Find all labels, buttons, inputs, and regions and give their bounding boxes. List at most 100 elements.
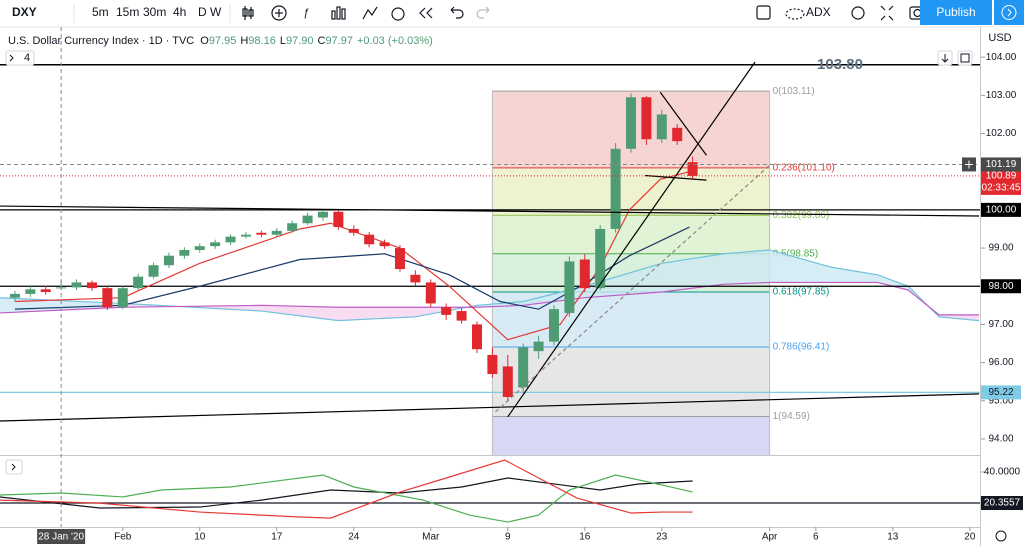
candle-body	[348, 228, 359, 233]
crosshair-label: 101.19	[986, 159, 1017, 170]
crosshair-time-marker	[37, 529, 86, 544]
legend-key: O	[200, 35, 209, 47]
candle-body	[148, 265, 159, 277]
candle-body	[610, 148, 621, 229]
candle-body	[656, 114, 667, 140]
candle-body	[687, 162, 698, 176]
legend-value: 97.95	[209, 35, 237, 47]
indicator-label[interactable]: ADX	[806, 5, 831, 19]
y-tick-label: 96.00	[988, 357, 1013, 368]
adx-pane	[0, 459, 980, 523]
interval[interactable]: D	[198, 5, 207, 19]
cloud-fill	[261, 305, 339, 321]
alert-icon[interactable]	[391, 7, 405, 21]
candle-body	[9, 293, 20, 298]
candle-body	[86, 282, 97, 289]
fib-label: 0(103.11)	[773, 86, 815, 97]
symbol[interactable]: DXY	[12, 5, 37, 19]
moving-average	[14, 171, 690, 341]
candle-body	[302, 215, 313, 224]
x-tick-label: 24	[348, 532, 360, 543]
expand-icon[interactable]	[880, 5, 894, 21]
publish-button[interactable]	[920, 0, 992, 25]
candle-body	[533, 341, 544, 352]
interval[interactable]: 30m	[143, 5, 166, 19]
y-tick-label: 104.00	[986, 52, 1017, 63]
cloud-fill	[661, 253, 724, 292]
undo-icon[interactable]	[450, 6, 464, 19]
axis-marker	[981, 385, 1021, 400]
collapsed-count[interactable]: 4	[24, 52, 30, 64]
settings-icon[interactable]	[851, 6, 865, 20]
currency: USD	[988, 32, 1011, 44]
add-indicator-icon[interactable]	[271, 5, 287, 21]
line-label: 103.80	[817, 56, 863, 73]
candle-body	[133, 276, 144, 289]
candle-body	[256, 232, 267, 235]
pane-button[interactable]	[957, 50, 973, 66]
interval-group: 5m 15m 30m 4h D W	[92, 5, 222, 19]
candle-body	[71, 282, 82, 288]
interval[interactable]: 15m	[116, 5, 139, 19]
crosshair-marker	[981, 157, 1021, 172]
adx-line	[0, 477, 693, 509]
publish-menu-arrow	[1007, 8, 1012, 17]
replay-icon[interactable]	[419, 7, 426, 19]
collapse-button[interactable]	[5, 50, 35, 66]
fib-zone	[492, 416, 770, 455]
arrow-down	[941, 54, 949, 63]
x-tick-label: 23	[656, 532, 668, 543]
indicator-icon[interactable]	[785, 8, 805, 20]
legend-title: U.S. Dollar Currency Index · 1D · TVC	[8, 35, 194, 47]
candle-body	[102, 288, 113, 308]
adx-level-label: 20.3557	[984, 498, 1021, 509]
redo-icon[interactable]	[476, 6, 490, 19]
legend-key: L	[280, 35, 286, 47]
compare-icon[interactable]	[362, 6, 378, 20]
bars-icon[interactable]	[331, 6, 346, 20]
candle-body	[194, 246, 205, 250]
cloud-line	[0, 249, 980, 322]
fib-label: 0.786(96.41)	[773, 342, 830, 353]
publish-label[interactable]: Publish	[936, 5, 975, 19]
axis-marker-label: 100.00	[986, 205, 1017, 216]
y-tick-label: 102.00	[986, 128, 1017, 139]
y-tick-label: 94.00	[988, 434, 1013, 445]
adx-collapse-button[interactable]	[5, 459, 23, 475]
x-tick-label: 10	[194, 532, 206, 543]
crosshair-time-label: 28 Jan '20	[38, 532, 84, 543]
fib-label: 1(94.59)	[773, 411, 810, 422]
interval[interactable]: W	[210, 5, 222, 19]
x-tick-label: 17	[271, 532, 283, 543]
fib-zone	[492, 215, 770, 254]
candle-body	[441, 307, 452, 315]
chevron	[11, 463, 16, 471]
legend-value: 98.16	[248, 35, 276, 47]
countdown: 02:33:45	[982, 183, 1021, 194]
last-price-label: 100.89	[986, 171, 1017, 182]
y-tick-label: 97.00	[988, 319, 1013, 330]
candle-body	[240, 234, 251, 237]
price-pane: 0(103.11) 0.236(101.10) 0.382(99.86) 0.5(98…	[0, 56, 980, 455]
interval[interactable]: 4h	[173, 5, 186, 19]
candle-body	[595, 228, 606, 289]
candle-body	[317, 211, 328, 218]
settings-icon[interactable]	[995, 530, 1007, 542]
pane-icon	[960, 53, 970, 63]
fx-icon[interactable]: ƒ	[303, 7, 309, 19]
publish-menu[interactable]	[994, 0, 1024, 25]
legend-key: C	[317, 35, 325, 47]
candles-icon[interactable]	[242, 6, 254, 20]
fib-label: 0.382(99.86)	[773, 210, 830, 221]
candle-body	[548, 309, 559, 342]
fullscreen-box-icon[interactable]	[756, 5, 771, 20]
x-tick-label: Feb	[114, 532, 132, 543]
candle-body	[25, 289, 36, 294]
y-tick-label: 40.0000	[984, 467, 1021, 478]
axis-marker	[981, 202, 1021, 217]
interval[interactable]: 5m	[92, 5, 109, 19]
legend-change: +0.03 (+0.03%)	[357, 35, 433, 47]
trendline	[0, 205, 980, 217]
